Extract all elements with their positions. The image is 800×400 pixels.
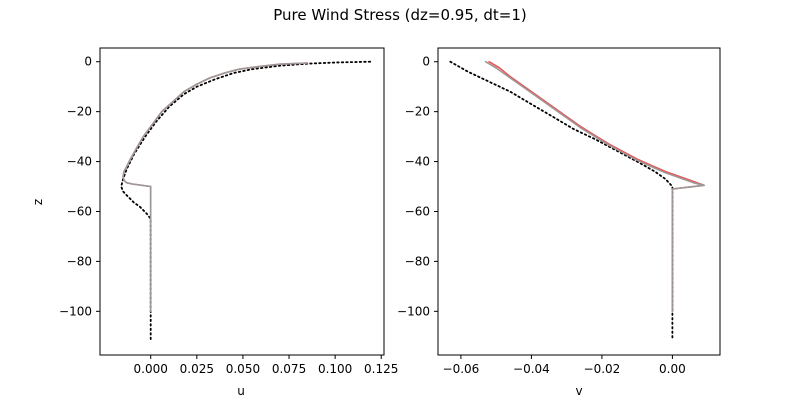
plot-frame	[437, 47, 721, 356]
x-tick-label: 0.050	[226, 362, 260, 376]
plot-frame	[99, 47, 385, 356]
x-tick-label: 0.00	[659, 362, 686, 376]
x-tick-label: −0.06	[443, 362, 480, 376]
y-tick-label: 0	[84, 55, 92, 69]
y-tick-label: −60	[67, 204, 92, 218]
y-ticks: 0 −20 −40 −60 −80 −100	[397, 55, 438, 318]
x-axis-label: v	[575, 384, 582, 398]
x-tick-label: 0.025	[180, 362, 214, 376]
x-axis-label: u	[237, 384, 245, 398]
x-ticks: −0.06 −0.04 −0.02 0.00	[443, 355, 686, 376]
y-tick-label: −100	[397, 304, 430, 318]
x-tick-label: −0.04	[513, 362, 550, 376]
y-tick-label: −20	[67, 105, 92, 119]
panel-u: 0.000 0.025 0.050 0.075 0.100 0.125 0 −20 −40 −6…	[31, 47, 398, 398]
series-line-solid	[122, 62, 309, 313]
series-lines	[449, 60, 705, 340]
y-tick-label: −40	[405, 155, 430, 169]
chart-title: Pure Wind Stress (dz=0.95, dt=1)	[273, 6, 527, 24]
x-tick-label: 0.000	[134, 362, 168, 376]
y-ticks: 0 −20 −40 −60 −80 −100	[59, 55, 100, 318]
x-tick-label: −0.02	[584, 362, 621, 376]
y-tick-label: −20	[405, 105, 430, 119]
y-tick-label: −100	[59, 304, 92, 318]
panel-v: −0.06 −0.04 −0.02 0.00 0 −20 −40 −60 −80 −100 v	[397, 47, 721, 398]
x-tick-label: 0.125	[364, 362, 398, 376]
x-tick-label: 0.100	[318, 362, 352, 376]
series-line-dotted	[449, 60, 674, 340]
series-line-solid	[484, 60, 705, 313]
y-tick-label: −40	[67, 155, 92, 169]
y-axis-label: z	[31, 199, 45, 205]
y-tick-label: −60	[405, 204, 430, 218]
series-lines	[120, 60, 372, 343]
x-ticks: 0.000 0.025 0.050 0.075 0.100 0.125	[134, 355, 398, 376]
y-tick-label: −80	[67, 254, 92, 268]
x-tick-label: 0.075	[272, 362, 306, 376]
y-tick-label: 0	[422, 55, 430, 69]
y-tick-label: −80	[405, 254, 430, 268]
series-line-dotted	[120, 60, 372, 343]
